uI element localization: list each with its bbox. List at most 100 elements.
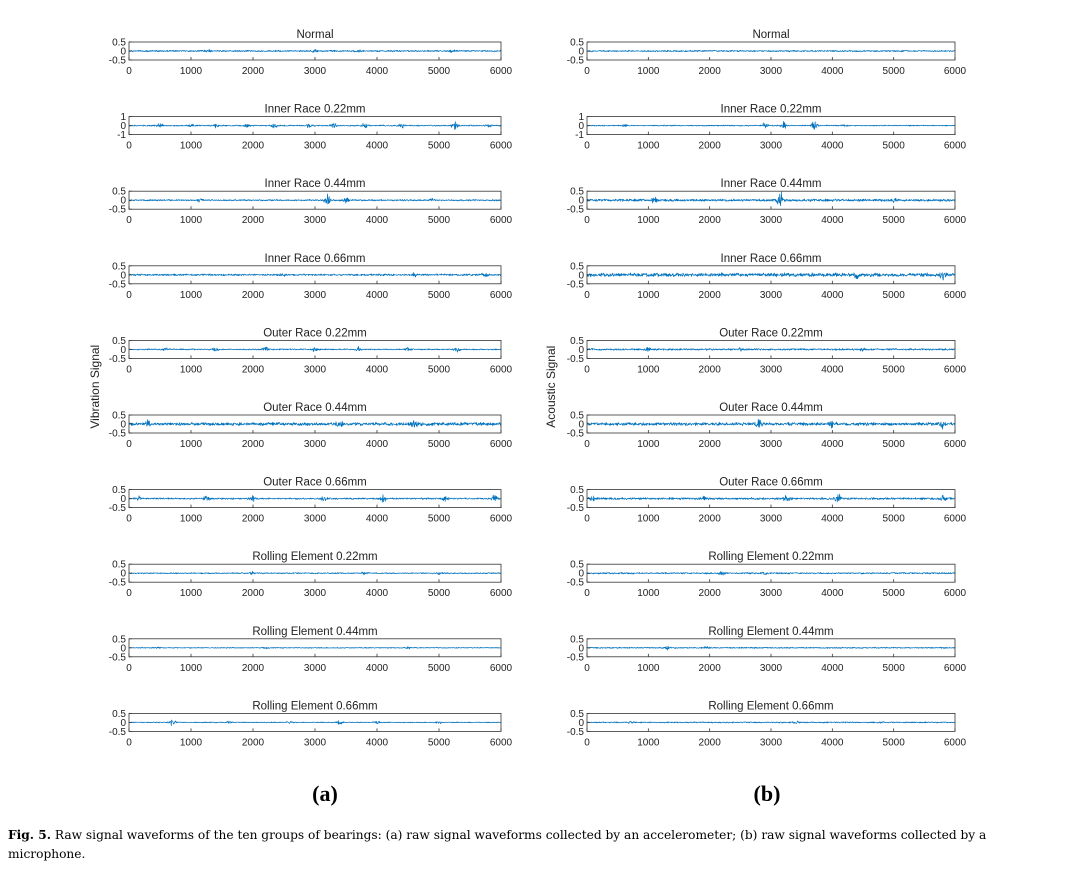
x-tick-label: 0: [126, 663, 132, 674]
waveform-line: [128, 570, 502, 576]
subplot-title: Rolling Element 0.66mm: [252, 700, 377, 712]
waveform-line: [128, 272, 502, 278]
y-tick-label: 0: [120, 643, 126, 654]
y-tick-label: 0: [578, 569, 584, 580]
x-tick-label: 1000: [637, 514, 660, 525]
y-tick-label: 0.5: [112, 187, 126, 198]
x-tick-label: 1000: [180, 514, 203, 525]
x-tick-label: 4000: [366, 588, 389, 599]
x-tick-label: 6000: [944, 514, 967, 525]
waveform-line: [586, 120, 956, 130]
x-tick-label: 4000: [366, 215, 389, 226]
x-tick-label: 4000: [821, 215, 844, 226]
x-tick-label: 4000: [821, 66, 844, 77]
x-tick-label: 0: [584, 514, 590, 525]
subplot-title: Inner Race 0.66mm: [265, 253, 366, 265]
panel-label-b: (b): [753, 781, 781, 806]
x-tick-label: 4000: [821, 737, 844, 748]
subplot-title: Outer Race 0.66mm: [263, 477, 367, 489]
x-tick-label: 3000: [304, 364, 327, 375]
y-tick-label: 0.5: [570, 634, 584, 645]
x-tick-label: 0: [126, 66, 132, 77]
x-tick-label: 4000: [366, 737, 389, 748]
caption-label: Fig. 5.: [8, 828, 52, 842]
x-tick-label: 0: [126, 588, 132, 599]
x-tick-label: 3000: [760, 141, 783, 152]
x-tick-label: 5000: [883, 514, 906, 525]
x-tick-label: 5000: [428, 663, 451, 674]
panel-label-a: (a): [312, 781, 338, 806]
x-tick-label: 1000: [180, 141, 203, 152]
x-tick-label: 6000: [490, 141, 513, 152]
y-tick-label: 0: [120, 121, 126, 132]
x-tick-label: 3000: [760, 364, 783, 375]
y-tick-label: 0.5: [112, 709, 126, 720]
x-tick-label: 2000: [699, 290, 722, 301]
y-tick-label: -0.5: [567, 578, 585, 589]
y-tick-label: 0: [578, 345, 584, 356]
y-tick-label: 0: [578, 643, 584, 654]
y-tick-label: 0.5: [112, 38, 126, 49]
waveform-line: [586, 571, 956, 576]
figure-caption: Fig. 5. Raw signal waveforms of the ten …: [8, 826, 1058, 864]
x-tick-label: 1000: [637, 215, 660, 226]
y-tick-label: -0.5: [109, 727, 127, 738]
x-tick-label: 5000: [883, 439, 906, 450]
y-tick-label: 0.5: [570, 336, 584, 347]
x-tick-label: 3000: [304, 514, 327, 525]
y-tick-label: -0.5: [567, 652, 585, 663]
x-tick-label: 4000: [366, 514, 389, 525]
x-tick-label: 1000: [637, 141, 660, 152]
x-tick-label: 1000: [637, 663, 660, 674]
y-tick-label: -0.5: [567, 279, 585, 290]
y-tick-label: 0: [120, 718, 126, 729]
x-tick-label: 5000: [883, 588, 906, 599]
y-tick-label: 0.5: [570, 38, 584, 49]
x-tick-label: 5000: [428, 290, 451, 301]
x-tick-label: 6000: [490, 290, 513, 301]
x-tick-label: 1000: [180, 215, 203, 226]
x-tick-label: 2000: [242, 290, 265, 301]
subplot-title: Inner Race 0.44mm: [265, 178, 366, 190]
y-tick-label: -0.5: [109, 279, 127, 290]
subplot-title: Outer Race 0.44mm: [263, 402, 367, 414]
subplot-title: Inner Race 0.22mm: [721, 104, 822, 116]
x-tick-label: 6000: [944, 66, 967, 77]
waveform-line: [586, 49, 956, 53]
x-tick-label: 3000: [304, 588, 327, 599]
x-tick-label: 0: [126, 290, 132, 301]
x-tick-label: 5000: [428, 141, 451, 152]
y-tick-label: 0: [578, 718, 584, 729]
y-axis-label: Acoustic Signal: [544, 346, 558, 428]
y-tick-label: 0.5: [570, 709, 584, 720]
y-tick-label: -1: [117, 130, 126, 141]
waveform-line: [586, 191, 956, 207]
x-tick-label: 0: [584, 737, 590, 748]
waveform-line: [586, 493, 956, 503]
y-tick-label: 0.5: [570, 411, 584, 422]
x-tick-label: 5000: [883, 215, 906, 226]
x-tick-label: 5000: [428, 439, 451, 450]
y-tick-label: 0.5: [112, 411, 126, 422]
waveform-line: [128, 494, 502, 503]
subplot-title: Outer Race 0.44mm: [719, 402, 823, 414]
x-tick-label: 1000: [180, 364, 203, 375]
x-tick-label: 3000: [760, 439, 783, 450]
y-tick-label: -0.5: [567, 727, 585, 738]
y-tick-label: 0.5: [570, 560, 584, 571]
y-tick-label: 0.5: [570, 187, 584, 198]
subplot-title: Outer Race 0.66mm: [719, 477, 823, 489]
x-tick-label: 0: [126, 514, 132, 525]
x-tick-label: 0: [584, 663, 590, 674]
x-tick-label: 2000: [242, 439, 265, 450]
y-tick-label: -0.5: [109, 205, 127, 216]
x-tick-label: 6000: [944, 364, 967, 375]
y-tick-label: -0.5: [567, 56, 585, 67]
